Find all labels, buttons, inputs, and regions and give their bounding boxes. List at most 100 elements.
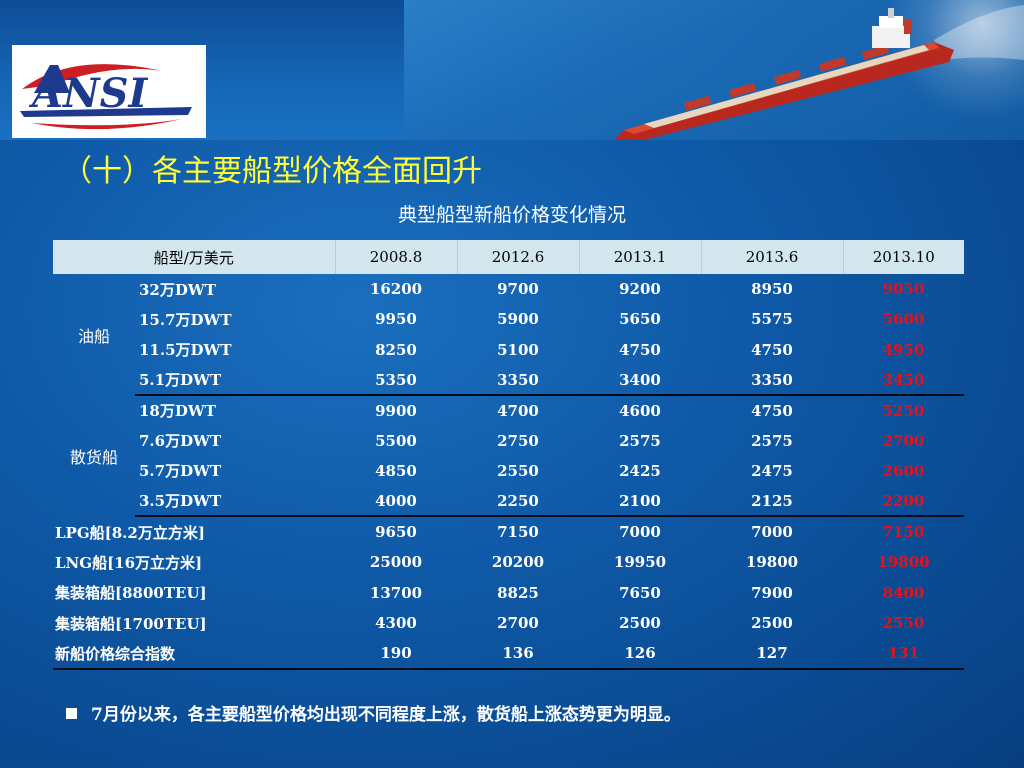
row-label-cell: 5.7万DWT: [139, 462, 222, 481]
value-cell: 19800: [877, 553, 930, 572]
value-cell: 2750: [497, 431, 539, 450]
value-cell: 127: [701, 638, 843, 670]
value-cell: 4750: [619, 340, 661, 359]
header-banner: [0, 0, 1024, 140]
value-cell: 5575: [751, 310, 793, 329]
value-cell: 7650: [619, 583, 661, 602]
value-cell: 8950: [751, 280, 793, 299]
header-cell: 2013.1: [579, 240, 702, 274]
table-row: 15.7万DWT 9950 5900 5650 5575 5600: [53, 304, 964, 334]
value-cell: 9050: [882, 280, 925, 299]
value-cell: 2100: [579, 486, 701, 518]
value-cell: 8825: [497, 583, 539, 602]
value-cell: 25000: [369, 553, 423, 572]
value-cell: 2500: [751, 614, 793, 633]
table-row: 集装箱船[1700TEU] 4300 2700 2500 2500 2550: [53, 608, 964, 639]
value-cell: 2200: [843, 486, 964, 518]
value-cell: 4600: [619, 401, 661, 420]
table-row: 集装箱船[8800TEU] 13700 8825 7650 7900 8400: [53, 577, 964, 608]
value-cell: 3350: [457, 364, 579, 397]
table-row: 11.5万DWT 8250 5100 4750 4750 4950: [53, 335, 964, 365]
value-cell: 8400: [882, 583, 925, 602]
note-text: 7月份以来，各主要船型价格均出现不同程度上涨，散货船上涨态势更为明显。: [91, 705, 681, 725]
value-cell: 2425: [619, 461, 661, 480]
value-cell: 7150: [497, 523, 539, 542]
value-cell: 2575: [619, 431, 661, 450]
row-label-cell: LNG船[16万立方米]: [55, 553, 203, 572]
value-cell: 5250: [882, 401, 925, 420]
value-cell: 7000: [619, 523, 661, 542]
slide-title: （十）各主要船型价格全面回升: [62, 154, 482, 189]
table-row: LPG船[8.2万立方米] 9650 7150 7000 7000 7150: [53, 516, 964, 547]
table-row: 5.7万DWT 4850 2550 2425 2475 2600: [53, 456, 964, 486]
row-label-cell: 18万DWT: [139, 402, 216, 421]
value-cell: 19950: [613, 553, 667, 572]
value-cell: 8250: [375, 340, 417, 359]
anship-logo-icon: ANSI: [20, 64, 192, 130]
bullet-note: 7月份以来，各主要船型价格均出现不同程度上涨，散货船上涨态势更为明显。: [66, 700, 681, 725]
table-body: 油船 32万DWT 16200 9700 9200 8950 9050 15.7万DWT 995…: [53, 274, 964, 670]
value-cell: 3450: [843, 364, 964, 397]
bullet-square-icon: [66, 708, 77, 719]
value-cell: 2700: [497, 614, 539, 633]
row-label-cell: 集装箱船[8800TEU]: [55, 584, 207, 603]
row-label-cell: LPG船[8.2万立方米]: [55, 523, 205, 542]
value-cell: 3350: [701, 364, 843, 397]
value-cell: 19800: [745, 553, 799, 572]
table-row: 7.6万DWT 5500 2750 2575 2575 2700: [53, 425, 964, 455]
table-row: 5.1万DWT 5350 3350 3400 3350 3450: [53, 364, 964, 397]
value-cell: 9900: [375, 401, 417, 420]
value-cell: 5350: [335, 364, 457, 397]
value-cell: 9650: [375, 523, 417, 542]
value-cell: 2700: [882, 431, 925, 450]
row-label-cell: 32万DWT: [139, 280, 216, 299]
value-cell: 5600: [882, 310, 925, 329]
table-row: 油船 32万DWT 16200 9700 9200 8950 9050: [53, 274, 964, 345]
value-cell: 126: [579, 638, 701, 670]
row-label-cell: 集装箱船[1700TEU]: [55, 614, 207, 633]
ship-price-table: 船型/万美元 2008.8 2012.6 2013.1 2013.6 2013.…: [53, 240, 964, 670]
row-label-cell: 7.6万DWT: [139, 432, 222, 451]
row-label-cell: 新船价格综合指数: [53, 638, 335, 670]
table-row: 3.5万DWT 4000 2250 2100 2125 2200: [53, 486, 964, 518]
value-cell: 9950: [375, 310, 417, 329]
value-cell: 131: [843, 638, 964, 670]
value-cell: 20200: [491, 553, 545, 572]
value-cell: 4950: [882, 340, 925, 359]
header-cell: 2008.8: [335, 240, 458, 274]
value-cell: 2550: [882, 614, 925, 633]
value-cell: 190: [335, 638, 457, 670]
row-label-cell: 3.5万DWT: [135, 486, 335, 518]
value-cell: 4850: [375, 461, 417, 480]
value-cell: 16200: [369, 280, 423, 299]
row-label-cell: 11.5万DWT: [139, 341, 232, 360]
value-cell: 13700: [369, 583, 423, 602]
value-cell: 2475: [751, 461, 793, 480]
value-cell: 5100: [497, 340, 539, 359]
header-cell: 2013.10: [843, 240, 964, 274]
value-cell: 2500: [619, 614, 661, 633]
value-cell: 4750: [751, 401, 793, 420]
value-cell: 4300: [375, 614, 417, 633]
table-row: 新船价格综合指数 190 136 126 127 131: [53, 638, 964, 670]
value-cell: 7900: [751, 583, 793, 602]
value-cell: 2550: [497, 461, 539, 480]
value-cell: 2250: [457, 486, 579, 518]
header-cell: 船型/万美元: [53, 240, 336, 274]
table-header-row: 船型/万美元 2008.8 2012.6 2013.1 2013.6 2013.…: [53, 240, 964, 274]
value-cell: 9700: [497, 280, 539, 299]
value-cell: 9200: [619, 280, 661, 299]
value-cell: 136: [457, 638, 579, 670]
cargo-ship-image: [614, 5, 1024, 140]
header-cell: 2013.6: [701, 240, 844, 274]
category-cell: 散货船: [69, 447, 118, 467]
value-cell: 4750: [751, 340, 793, 359]
value-cell: 4000: [335, 486, 457, 518]
value-cell: 2600: [882, 461, 925, 480]
value-cell: 4700: [497, 401, 539, 420]
value-cell: 5500: [375, 431, 417, 450]
header-cell: 2012.6: [457, 240, 580, 274]
table-row: LNG船[16万立方米] 25000 20200 19950 19800 19800: [53, 547, 964, 578]
value-cell: 3400: [579, 364, 701, 397]
table-row: 散货船 18万DWT 9900 4700 4600 4750 5250: [53, 395, 964, 467]
